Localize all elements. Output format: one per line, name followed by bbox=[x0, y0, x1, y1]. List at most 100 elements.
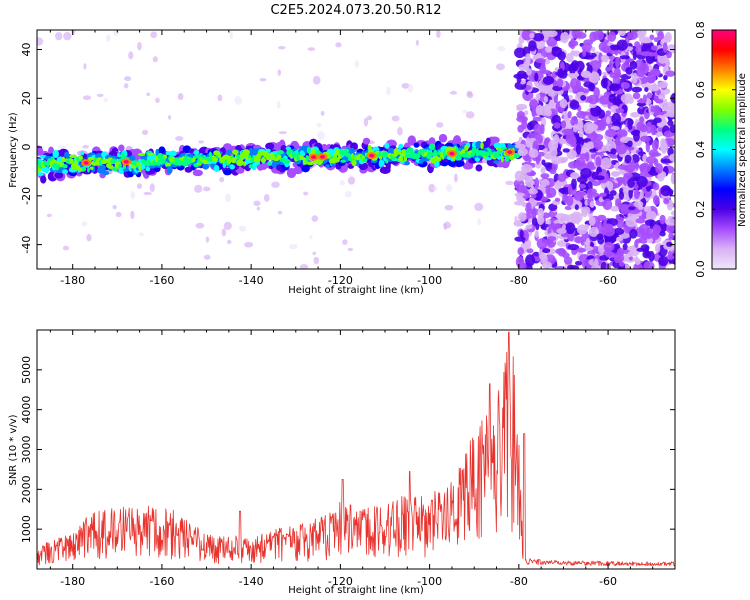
band-blob bbox=[68, 171, 77, 177]
y-tick-label: 5000 bbox=[20, 356, 33, 384]
noise-blob bbox=[645, 227, 653, 239]
band-blob bbox=[277, 150, 285, 155]
noise-blob bbox=[519, 230, 524, 239]
faint-blob bbox=[82, 144, 89, 149]
band-blob bbox=[202, 162, 209, 170]
noise-blob bbox=[633, 131, 640, 142]
faint-blob bbox=[46, 213, 52, 218]
faint-blob bbox=[514, 216, 518, 222]
faint-blob bbox=[115, 211, 122, 218]
noise-blob bbox=[554, 181, 562, 190]
band-blob bbox=[162, 154, 168, 159]
noise-blob bbox=[534, 230, 539, 238]
noise-blob bbox=[578, 127, 584, 139]
faint-blob bbox=[344, 190, 352, 198]
band-blob bbox=[404, 160, 410, 166]
hotspot-core bbox=[123, 160, 129, 164]
noise-blob bbox=[670, 210, 675, 216]
noise-blob bbox=[609, 83, 621, 92]
noise-blob bbox=[666, 223, 675, 234]
faint-blob bbox=[253, 200, 261, 207]
noise-blob bbox=[658, 256, 669, 267]
noise-blob bbox=[570, 172, 580, 180]
faint-blob bbox=[149, 183, 155, 193]
noise-blob bbox=[628, 169, 634, 174]
faint-blob bbox=[143, 191, 152, 196]
noise-blob bbox=[584, 151, 590, 162]
band-blob bbox=[333, 157, 340, 163]
noise-blob bbox=[586, 141, 595, 151]
band-blob bbox=[285, 146, 292, 151]
noise-blob bbox=[643, 261, 655, 269]
noise-blob bbox=[599, 192, 607, 197]
noise-blob bbox=[588, 226, 600, 237]
band-blob bbox=[208, 151, 212, 157]
band-blob bbox=[374, 163, 381, 169]
noise-blob bbox=[632, 50, 637, 61]
faint-blob bbox=[401, 83, 410, 89]
band-blob bbox=[99, 164, 106, 171]
band-blob bbox=[232, 149, 239, 155]
hotspot-core bbox=[83, 161, 89, 165]
band-blob bbox=[340, 159, 346, 163]
noise-blob bbox=[574, 260, 583, 266]
noise-blob bbox=[531, 106, 537, 118]
faint-blob bbox=[443, 223, 448, 230]
noise-blob bbox=[666, 105, 675, 118]
noise-blob bbox=[600, 54, 608, 62]
noise-blob bbox=[618, 203, 630, 211]
noise-blob bbox=[587, 188, 597, 195]
faint-blob bbox=[445, 184, 453, 193]
noise-blob bbox=[653, 117, 662, 124]
band-blob bbox=[351, 159, 357, 167]
band-blob bbox=[438, 133, 448, 143]
faint-blob bbox=[312, 75, 321, 85]
x-tick-label: -60 bbox=[599, 575, 617, 588]
band-blob bbox=[168, 150, 177, 157]
noise-blob bbox=[666, 51, 672, 59]
band-blob bbox=[145, 166, 151, 172]
band-blob bbox=[428, 137, 436, 147]
noise-blob bbox=[532, 33, 545, 42]
noise-blob bbox=[570, 265, 580, 269]
noise-blob bbox=[617, 164, 629, 170]
faint-blob bbox=[239, 225, 247, 232]
noise-blob bbox=[627, 140, 633, 148]
band-blob bbox=[155, 148, 160, 156]
faint-blob bbox=[198, 140, 205, 144]
noise-blob bbox=[514, 47, 526, 59]
x-tick-label: -160 bbox=[149, 274, 174, 287]
noise-blob bbox=[627, 251, 633, 258]
hotspot-core bbox=[311, 155, 317, 159]
band-blob bbox=[455, 160, 465, 167]
noise-blob bbox=[633, 189, 640, 200]
y-tick-label: 2000 bbox=[20, 475, 33, 503]
noise-blob bbox=[551, 46, 563, 57]
faint-blob bbox=[277, 210, 283, 215]
noise-blob bbox=[553, 95, 558, 104]
noise-blob bbox=[567, 111, 572, 119]
band-blob bbox=[500, 146, 508, 150]
noise-blob bbox=[657, 30, 664, 41]
noise-blob bbox=[549, 168, 557, 175]
colorbar-tick-label: 0.8 bbox=[694, 21, 707, 39]
band-blob bbox=[118, 144, 125, 152]
noise-blob bbox=[640, 166, 645, 174]
faint-blob bbox=[57, 145, 67, 149]
noise-blob bbox=[540, 166, 546, 174]
faint-blob bbox=[347, 176, 356, 185]
faint-blob bbox=[130, 210, 135, 220]
spectrogram-ticks: -180 -160 -140 -120 -100 -80 -60 -40 -20 0 20 40 bbox=[20, 30, 676, 287]
noise-blob bbox=[652, 182, 660, 191]
x-tick-label: -180 bbox=[60, 575, 85, 588]
faint-blob bbox=[194, 184, 203, 193]
noise-blob bbox=[650, 45, 658, 51]
noise-blob bbox=[629, 228, 638, 239]
noise-blob bbox=[608, 93, 616, 103]
noise-blob bbox=[622, 243, 628, 251]
band-blob bbox=[474, 157, 481, 162]
noise-blob bbox=[667, 120, 674, 127]
faint-blob bbox=[278, 131, 287, 135]
noise-blob bbox=[667, 101, 674, 107]
noise-blob bbox=[526, 248, 534, 254]
